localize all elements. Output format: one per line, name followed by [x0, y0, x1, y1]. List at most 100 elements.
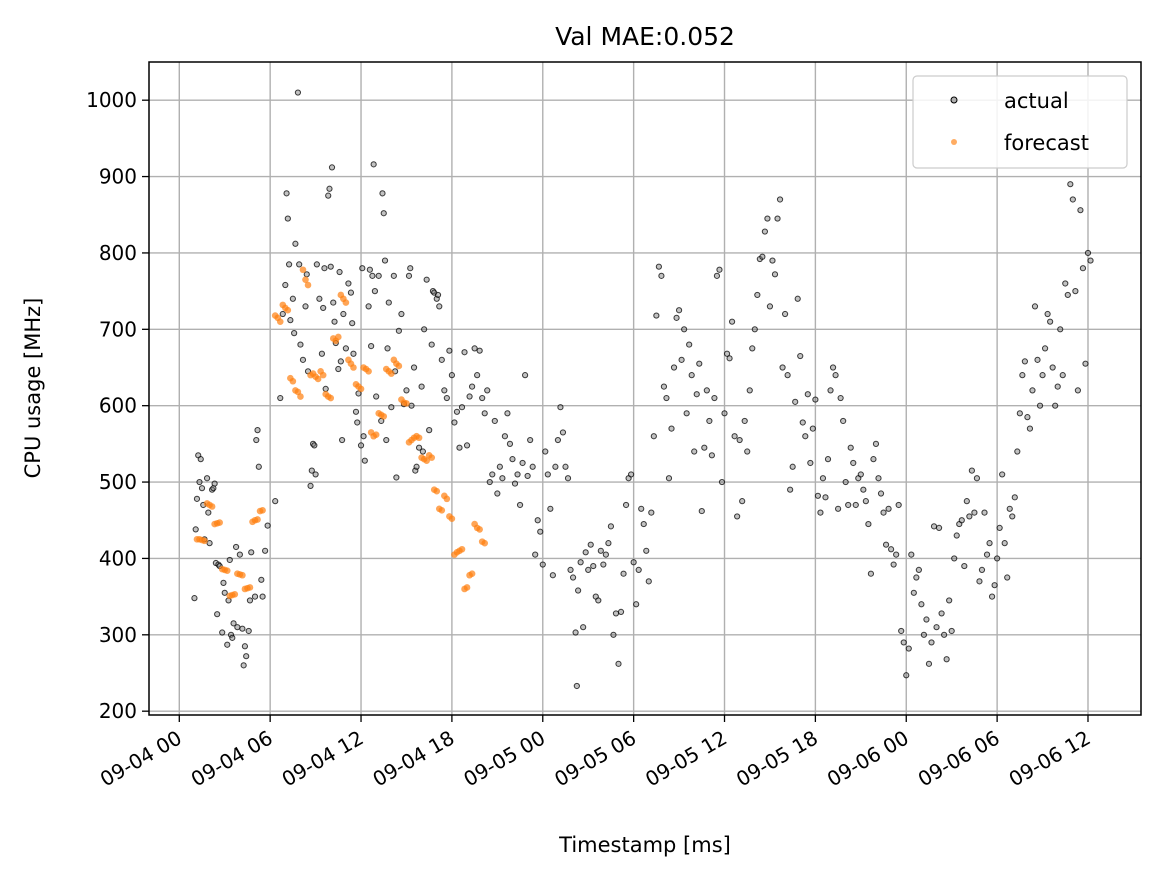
actual-point — [403, 387, 410, 394]
forecast-point — [259, 507, 266, 514]
actual-point — [640, 520, 647, 528]
actual-point — [728, 318, 736, 325]
actual-point — [968, 467, 975, 474]
actual-point — [342, 345, 349, 352]
actual-point — [938, 610, 945, 617]
actual-point — [595, 597, 602, 604]
actual-point — [776, 196, 784, 203]
actual-point — [885, 505, 892, 512]
actual-point — [385, 299, 392, 306]
actual-point — [489, 471, 496, 478]
actual-point — [496, 463, 503, 470]
actual-point — [277, 394, 284, 402]
actual-point — [345, 280, 352, 287]
forecast-point — [481, 539, 489, 547]
actual-point — [766, 303, 774, 310]
actual-point — [232, 543, 240, 551]
y-tick-label: 600 — [99, 394, 137, 418]
plot-frame — [148, 61, 1142, 716]
forecast-point — [239, 571, 246, 579]
legend-marker-actual — [950, 96, 958, 104]
forecast-point — [350, 364, 357, 371]
actual-point — [832, 372, 839, 379]
actual-point — [769, 257, 776, 264]
actual-point — [537, 528, 544, 535]
actual-point — [224, 641, 231, 648]
actual-point — [622, 501, 630, 509]
actual-point — [361, 457, 368, 464]
actual-point — [1059, 372, 1066, 379]
actual-point — [996, 524, 1003, 531]
actual-point — [999, 471, 1006, 478]
actual-point — [544, 471, 551, 478]
actual-point — [567, 566, 574, 573]
actual-point — [486, 478, 493, 486]
actual-point — [673, 314, 680, 321]
actual-point — [580, 624, 587, 631]
actual-point — [504, 410, 511, 417]
actual-point — [943, 656, 950, 663]
actual-point — [365, 303, 372, 310]
actual-point — [557, 404, 564, 411]
series-forecast — [193, 266, 489, 600]
actual-point — [494, 490, 501, 497]
actual-point — [1024, 414, 1031, 421]
actual-point — [205, 509, 212, 516]
actual-point — [463, 442, 471, 449]
actual-point — [519, 459, 526, 467]
actual-point — [443, 394, 450, 402]
actual-point — [913, 574, 920, 581]
forecast-point — [231, 591, 239, 598]
actual-point — [804, 391, 811, 398]
actual-point — [900, 639, 907, 646]
actual-point — [248, 549, 255, 556]
actual-point — [842, 478, 849, 486]
actual-point — [192, 526, 199, 533]
actual-point — [542, 448, 549, 455]
forecast-point — [223, 567, 231, 574]
forecast-point — [423, 457, 430, 464]
actual-point — [739, 498, 746, 505]
actual-point — [426, 427, 433, 434]
forecast-point — [246, 584, 254, 591]
actual-point — [741, 417, 748, 425]
actual-point — [336, 268, 343, 276]
actual-point — [335, 365, 342, 373]
actual-point — [774, 215, 781, 222]
actual-point — [1087, 257, 1094, 264]
actual-point — [981, 509, 988, 516]
actual-point — [529, 463, 536, 470]
y-tick-label: 900 — [99, 165, 137, 189]
actual-point — [1016, 410, 1023, 417]
actual-point — [434, 291, 442, 299]
actual-point — [635, 566, 642, 573]
actual-point — [1036, 402, 1044, 409]
actual-point — [607, 523, 615, 530]
actual-point — [246, 597, 254, 604]
actual-point — [1054, 383, 1061, 390]
actual-point — [655, 263, 662, 270]
actual-point — [958, 517, 965, 524]
actual-point — [547, 505, 554, 512]
actual-point — [615, 660, 622, 667]
forecast-point — [297, 393, 304, 400]
actual-point — [479, 394, 486, 402]
actual-point — [837, 394, 844, 402]
actual-point — [890, 561, 897, 568]
actual-point — [552, 463, 559, 470]
actual-point — [453, 408, 461, 415]
actual-point — [468, 383, 476, 390]
actual-point — [824, 456, 832, 463]
actual-point — [311, 442, 318, 449]
actual-point — [370, 161, 377, 168]
actual-point — [307, 482, 314, 489]
actual-point — [910, 589, 917, 596]
actual-point — [865, 520, 872, 528]
forecast-point — [403, 400, 410, 407]
actual-point — [418, 383, 425, 390]
actual-point — [948, 627, 955, 635]
forecast-point — [458, 545, 466, 553]
actual-point — [330, 299, 337, 306]
actual-point — [961, 562, 968, 570]
actual-point — [751, 326, 758, 333]
